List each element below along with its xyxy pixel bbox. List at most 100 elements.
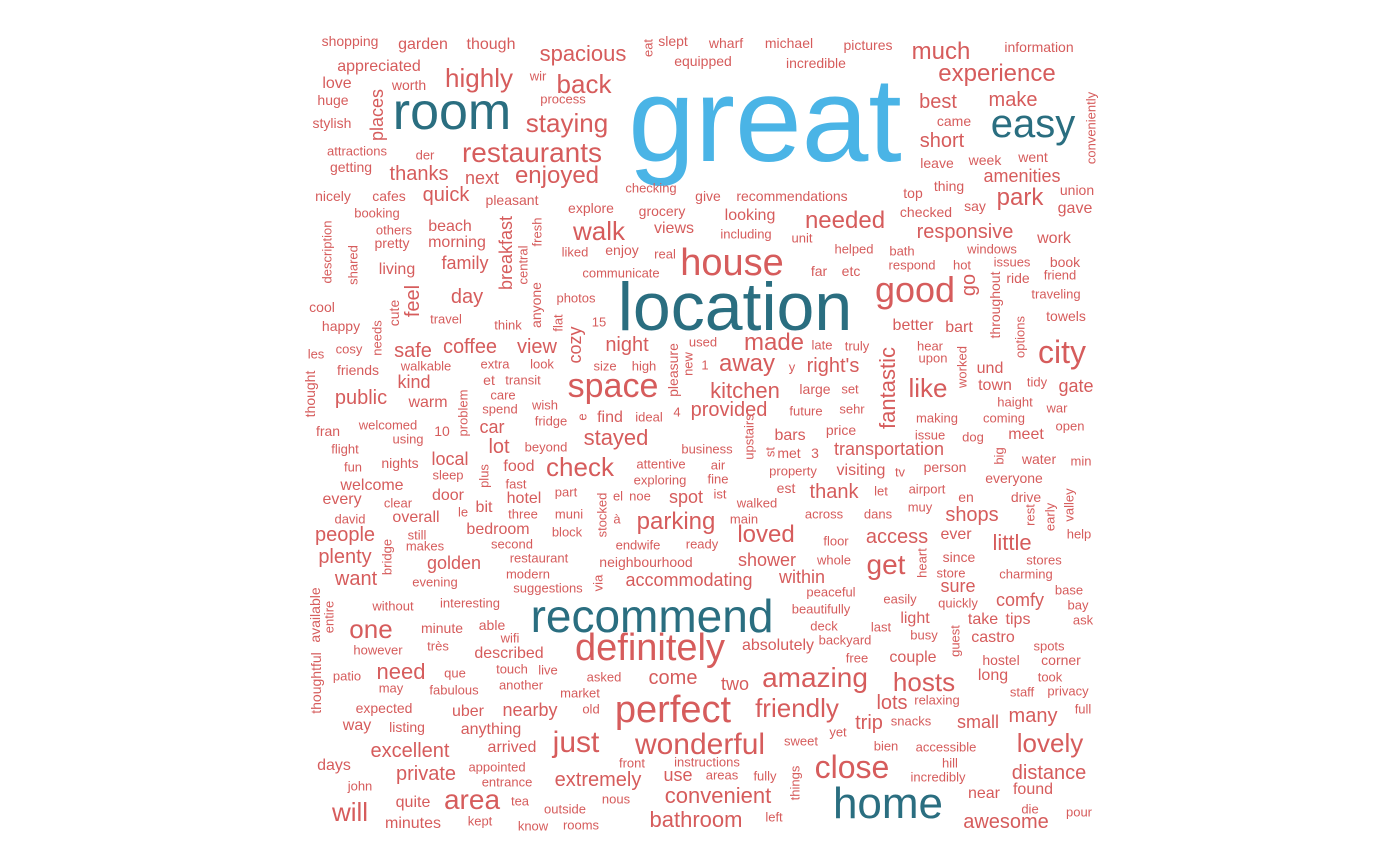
word-staff: staff (1009, 684, 1035, 700)
word-come: come (648, 667, 698, 689)
word-future: future (789, 403, 823, 419)
word-ideal: ideal (635, 409, 663, 425)
word-etc: etc (841, 263, 861, 279)
word-nearby: nearby (502, 700, 558, 720)
word-guest: guest (947, 625, 963, 657)
word-places: places (367, 88, 387, 142)
word-available: available (307, 587, 323, 643)
word-top: top (903, 185, 923, 201)
word-4: 4 (673, 404, 681, 420)
word-david: david (334, 511, 366, 527)
word-bien: bien (873, 738, 899, 754)
word-der: der (415, 147, 435, 163)
word-second: second (491, 536, 533, 552)
word-made: made (743, 329, 805, 356)
word-evening: evening (412, 574, 458, 590)
word-spots: spots (1033, 638, 1065, 654)
word-y: y (788, 359, 796, 375)
word-accessible: accessible (915, 739, 977, 755)
word-touch: touch (496, 661, 528, 677)
word-spot: spot (668, 487, 704, 507)
word-took: took (1037, 669, 1063, 685)
word-bart: bart (945, 319, 973, 336)
word-amenities: amenities (983, 166, 1061, 186)
word-may: may (378, 680, 404, 696)
word-ever: ever (940, 526, 972, 543)
word-night: night (605, 334, 649, 356)
word-respond: respond (888, 257, 936, 273)
word-enjoy: enjoy (605, 242, 639, 258)
word-easy: easy (990, 102, 1076, 146)
word-needs: needs (369, 320, 385, 356)
word-three: three (508, 506, 538, 522)
word-private: private (395, 763, 457, 785)
word-walked: walked (736, 495, 778, 511)
word-views: views (653, 220, 695, 237)
word-spend: spend (482, 401, 518, 417)
word-still: still (407, 527, 427, 543)
word-que: que (444, 665, 466, 681)
word-bathroom: bathroom (649, 807, 743, 832)
word-use: use (663, 765, 693, 785)
word-responsive: responsive (916, 221, 1014, 243)
word-size: size (593, 358, 617, 374)
word-close: close (814, 749, 890, 785)
word-look: look (530, 356, 554, 372)
word-pour: pour (1065, 804, 1093, 820)
word-peaceful: peaceful (806, 584, 856, 600)
word-kitchen: kitchen (710, 378, 780, 403)
word-snacks: snacks (890, 713, 932, 729)
word-worked: worked (954, 346, 970, 388)
word-bars: bars (774, 427, 806, 444)
word-clear: clear (383, 495, 413, 511)
word-flat: flat (550, 314, 566, 332)
word-thoughtful: thoughtful (308, 652, 324, 714)
word-fully: fully (753, 768, 777, 784)
word-central: central (515, 245, 531, 285)
word-local: local (431, 449, 469, 469)
word-though: though (466, 36, 516, 53)
word-fantastic: fantastic (875, 347, 900, 429)
word-city: city (1038, 334, 1086, 370)
word-price: price (825, 422, 857, 438)
word-across: across (804, 506, 844, 522)
word-drive: drive (1010, 489, 1042, 505)
word-lovely: lovely (1016, 728, 1084, 758)
word-nights: nights (381, 455, 419, 471)
word-cool: cool (309, 299, 335, 315)
word-looking: looking (724, 207, 776, 224)
word-asked: asked (586, 669, 622, 685)
word-comfy: comfy (995, 590, 1045, 610)
word-thing: thing (933, 178, 965, 194)
word-bath: bath (889, 243, 915, 259)
word-nous: nous (601, 791, 631, 807)
word-since: since (942, 549, 976, 565)
word-attractions: attractions (327, 143, 387, 159)
word-yet: yet (829, 724, 847, 740)
word-used: used (688, 334, 718, 350)
word-front: front (618, 755, 646, 771)
word-full: full (1074, 701, 1092, 717)
word-thought: thought (302, 370, 318, 418)
word-distance: distance (1011, 762, 1087, 784)
word-property: property (769, 463, 817, 479)
word-much: much (911, 38, 971, 65)
word-water: water (1021, 451, 1057, 467)
word-including: including (720, 226, 772, 242)
word-live: live (538, 662, 558, 678)
word-recommend: recommend (530, 590, 774, 642)
word-sweet: sweet (784, 733, 818, 749)
word-modern: modern (505, 566, 551, 582)
word-small: small (956, 712, 1000, 732)
word-came: came (936, 113, 972, 129)
word-relaxing: relaxing (914, 692, 960, 708)
word-floor: floor (823, 533, 849, 549)
word-one: one (349, 614, 393, 644)
word-area: area (443, 784, 501, 815)
word-making: making (916, 410, 958, 426)
word-home: home (832, 779, 944, 828)
word-1: 1 (701, 357, 709, 373)
word-another: another (498, 677, 544, 693)
word-car: car (479, 417, 505, 437)
word-pictures: pictures (843, 37, 893, 53)
